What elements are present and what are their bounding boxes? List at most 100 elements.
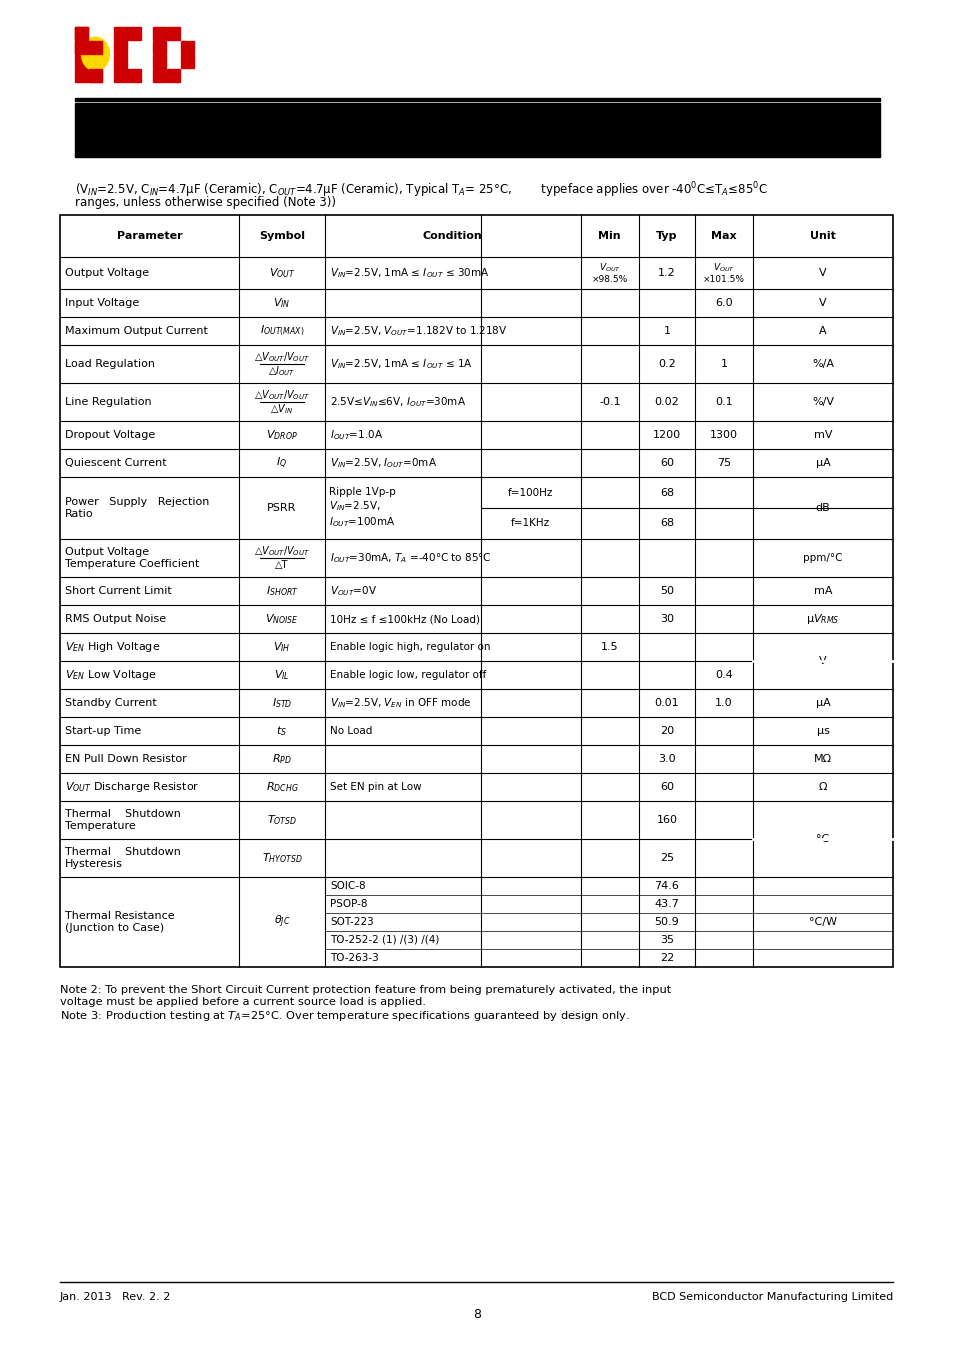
Bar bbox=[89, 69, 102, 82]
Text: Set EN pin at Low: Set EN pin at Low bbox=[330, 782, 421, 792]
Text: $V_{OUT}$
×101.5%: $V_{OUT}$ ×101.5% bbox=[702, 262, 744, 285]
Text: $V_{IN}$=2.5V, 1mA ≤ $I_{OUT}$ ≤ 1A: $V_{IN}$=2.5V, 1mA ≤ $I_{OUT}$ ≤ 1A bbox=[330, 358, 472, 371]
Text: SOIC-8: SOIC-8 bbox=[330, 882, 365, 891]
Text: Input Voltage: Input Voltage bbox=[65, 298, 139, 308]
Text: 0.2: 0.2 bbox=[658, 359, 675, 369]
Text: 2.5V≤$V_{IN}$≤6V, $I_{OUT}$=30mA: 2.5V≤$V_{IN}$≤6V, $I_{OUT}$=30mA bbox=[330, 396, 465, 409]
Text: 68: 68 bbox=[659, 487, 673, 498]
Bar bbox=[114, 27, 127, 40]
Text: 160: 160 bbox=[656, 815, 677, 825]
Bar bbox=[153, 27, 166, 40]
Text: V: V bbox=[819, 269, 826, 278]
Text: Thermal    Shutdown
Hysteresis: Thermal Shutdown Hysteresis bbox=[65, 848, 181, 869]
Text: $V_{OUT}$
×98.5%: $V_{OUT}$ ×98.5% bbox=[591, 262, 627, 285]
Text: dB: dB bbox=[815, 504, 829, 513]
Text: 74.6: 74.6 bbox=[654, 882, 679, 891]
Text: 75: 75 bbox=[716, 458, 730, 468]
Text: Thermal Resistance
(Junction to Case): Thermal Resistance (Junction to Case) bbox=[65, 911, 174, 933]
Bar bbox=[89, 69, 102, 82]
Text: TO-263-3: TO-263-3 bbox=[330, 953, 378, 963]
Bar bbox=[89, 40, 102, 54]
Text: $V_{NOISE}$: $V_{NOISE}$ bbox=[265, 612, 298, 626]
Text: 25: 25 bbox=[659, 853, 673, 863]
Text: $T_{OTSD}$: $T_{OTSD}$ bbox=[267, 813, 296, 828]
Text: ppm/°C: ppm/°C bbox=[802, 554, 841, 563]
Bar bbox=[75, 40, 88, 54]
Bar bbox=[153, 40, 166, 54]
Text: Max: Max bbox=[710, 231, 736, 242]
Text: Typ: Typ bbox=[656, 231, 677, 242]
Bar bbox=[128, 27, 141, 40]
Text: $V_{IN}$=2.5V, 1mA ≤ $I_{OUT}$ ≤ 30mA: $V_{IN}$=2.5V, 1mA ≤ $I_{OUT}$ ≤ 30mA bbox=[330, 266, 489, 279]
Bar bbox=[181, 55, 194, 68]
Text: 0.1: 0.1 bbox=[715, 397, 732, 406]
Text: V: V bbox=[819, 298, 826, 308]
Text: Enable logic low, regulator off: Enable logic low, regulator off bbox=[330, 670, 486, 680]
Text: No Load: No Load bbox=[330, 726, 372, 736]
Text: △$I_{OUT}$: △$I_{OUT}$ bbox=[268, 364, 295, 378]
Text: Condition: Condition bbox=[422, 231, 482, 242]
Text: 1.0: 1.0 bbox=[715, 698, 732, 707]
Bar bbox=[60, 215, 892, 967]
Bar bbox=[75, 27, 88, 40]
Text: Ω: Ω bbox=[818, 782, 826, 792]
Text: 1.5: 1.5 bbox=[600, 643, 618, 652]
Ellipse shape bbox=[81, 38, 110, 70]
Text: $V_{OUT}$=0V: $V_{OUT}$=0V bbox=[330, 585, 376, 598]
Text: μs: μs bbox=[816, 726, 828, 736]
Text: Dropout Voltage: Dropout Voltage bbox=[65, 431, 155, 440]
Text: °C/W: °C/W bbox=[808, 917, 836, 927]
Text: 30: 30 bbox=[659, 614, 673, 624]
Text: Power   Supply   Rejection
Ratio: Power Supply Rejection Ratio bbox=[65, 497, 209, 518]
Text: μA: μA bbox=[815, 458, 829, 468]
Text: 60: 60 bbox=[659, 458, 673, 468]
Text: EN Pull Down Resistor: EN Pull Down Resistor bbox=[65, 755, 187, 764]
Bar bbox=[167, 27, 180, 40]
Text: 60: 60 bbox=[659, 782, 673, 792]
Text: Parameter: Parameter bbox=[116, 231, 182, 242]
Text: Note 2: To prevent the Short Circuit Current protection feature from being prema: Note 2: To prevent the Short Circuit Cur… bbox=[60, 986, 671, 1022]
Text: BCD Semiconductor Manufacturing Limited: BCD Semiconductor Manufacturing Limited bbox=[651, 1292, 892, 1301]
Bar bbox=[114, 69, 127, 82]
Text: △$V_{OUT}$/$V_{OUT}$: △$V_{OUT}$/$V_{OUT}$ bbox=[253, 387, 310, 402]
Text: 1.2: 1.2 bbox=[658, 269, 675, 278]
Text: 1200: 1200 bbox=[652, 431, 680, 440]
Text: Enable logic high, regulator on: Enable logic high, regulator on bbox=[330, 643, 490, 652]
Text: $t_S$: $t_S$ bbox=[276, 724, 287, 738]
Text: °C: °C bbox=[816, 834, 829, 844]
Text: Thermal    Shutdown
Temperature: Thermal Shutdown Temperature bbox=[65, 809, 181, 830]
Bar bbox=[114, 55, 127, 68]
Text: △$V_{IN}$: △$V_{IN}$ bbox=[270, 402, 294, 416]
Text: Maximum Output Current: Maximum Output Current bbox=[65, 325, 208, 336]
Text: $R_{PD}$: $R_{PD}$ bbox=[272, 752, 292, 765]
Text: 0.01: 0.01 bbox=[654, 698, 679, 707]
Text: $V_{EN}$ High Voltage: $V_{EN}$ High Voltage bbox=[65, 640, 160, 653]
Text: (V$_{IN}$=2.5V, C$_{IN}$=4.7μF (Ceramic), C$_{OUT}$=4.7μF (Ceramic), Typical T$_: (V$_{IN}$=2.5V, C$_{IN}$=4.7μF (Ceramic)… bbox=[75, 180, 767, 200]
Text: mV: mV bbox=[813, 431, 831, 440]
Text: Output Voltage: Output Voltage bbox=[65, 269, 149, 278]
Text: f=1KHz: f=1KHz bbox=[511, 518, 550, 528]
Text: $V_{IN}$=2.5V, $V_{EN}$ in OFF mode: $V_{IN}$=2.5V, $V_{EN}$ in OFF mode bbox=[330, 697, 471, 710]
Text: Start-up Time: Start-up Time bbox=[65, 726, 141, 736]
Text: $V_{IN}$=2.5V, $I_{OUT}$=0mA: $V_{IN}$=2.5V, $I_{OUT}$=0mA bbox=[330, 456, 436, 470]
Bar bbox=[89, 40, 102, 54]
Text: V: V bbox=[819, 656, 826, 666]
Text: Min: Min bbox=[598, 231, 620, 242]
Text: Ripple 1Vp-p
$V_{IN}$=2.5V,
$I_{OUT}$=100mA: Ripple 1Vp-p $V_{IN}$=2.5V, $I_{OUT}$=10… bbox=[329, 487, 395, 529]
Text: $I_Q$: $I_Q$ bbox=[276, 455, 287, 471]
Text: Quiescent Current: Quiescent Current bbox=[65, 458, 167, 468]
Text: $V_{DROP}$: $V_{DROP}$ bbox=[266, 428, 297, 441]
Text: △$V_{OUT}$/$V_{OUT}$: △$V_{OUT}$/$V_{OUT}$ bbox=[253, 544, 310, 558]
Text: μA: μA bbox=[815, 698, 829, 707]
Text: $V_{IN}$: $V_{IN}$ bbox=[273, 296, 291, 310]
Text: Standby Current: Standby Current bbox=[65, 698, 156, 707]
Bar bbox=[167, 69, 180, 82]
Text: 68: 68 bbox=[659, 518, 673, 528]
Text: Line Regulation: Line Regulation bbox=[65, 397, 152, 406]
Text: TO-252-2 (1) /(3) /(4): TO-252-2 (1) /(3) /(4) bbox=[330, 936, 438, 945]
Bar bbox=[114, 40, 127, 54]
Text: 50: 50 bbox=[659, 586, 673, 595]
Text: Unit: Unit bbox=[809, 231, 835, 242]
Text: SOT-223: SOT-223 bbox=[330, 917, 374, 927]
Text: $θ_{JC}$: $θ_{JC}$ bbox=[274, 914, 290, 930]
